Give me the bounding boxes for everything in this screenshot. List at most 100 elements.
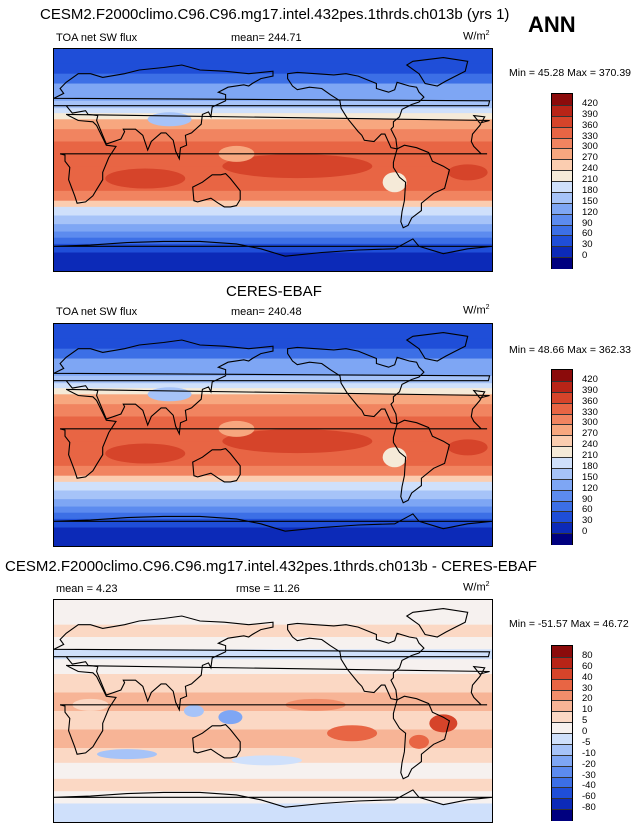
coastline-eurasia (54, 339, 491, 436)
panel1-title: CESM2.F2000climo.C96.C96.mg17.intel.432p… (40, 6, 510, 23)
colorbar-swatch (552, 115, 572, 128)
colorbar-tick-label: 80 (582, 649, 593, 661)
field-band (54, 200, 492, 208)
colorbar-swatch (552, 646, 572, 658)
colorbar-tick-label: 360 (582, 119, 598, 131)
colorbar-swatch (552, 489, 572, 502)
panel2-units: W/m2 (463, 304, 490, 317)
field-band (54, 637, 492, 650)
colorbar-swatch (552, 787, 572, 800)
colorbar-tick-label: -20 (582, 758, 596, 770)
colorbar-tick-label: -5 (582, 736, 591, 748)
colorbar-swatch (552, 370, 572, 382)
coastline-australia (192, 447, 241, 483)
field-band (54, 475, 492, 483)
colorbar-swatch (552, 224, 572, 237)
field-band (54, 108, 492, 114)
colorbar-tick-label: 420 (582, 97, 598, 109)
colorbar-swatch (552, 213, 572, 226)
season-label: ANN (528, 12, 576, 37)
colorbar-swatch (552, 457, 572, 469)
field-band (54, 803, 492, 822)
colorbar-swatch (552, 257, 572, 269)
colorbar-swatch (552, 798, 572, 811)
colorbar-swatch (552, 402, 572, 415)
field-band (54, 375, 492, 384)
colorbar-tick-label: 5 (582, 715, 588, 727)
colorbar-swatch (552, 533, 572, 545)
panel3-minmax: Min = -51.57 Max = 46.72 (509, 618, 629, 630)
field-band (54, 224, 492, 233)
field-band (54, 206, 492, 216)
colorbar-swatch (552, 170, 572, 182)
field-band (54, 190, 492, 202)
colorbar-swatch (552, 689, 572, 702)
colorbar-swatch (552, 424, 572, 437)
colorbar-tick-label: 60 (582, 228, 593, 240)
panel1-mean: mean= 244.71 (231, 32, 302, 44)
colorbar-swatch (552, 191, 572, 204)
colorbar-tick-label: 150 (582, 471, 598, 483)
colorbar-swatch (552, 246, 572, 259)
panel2-minmax: Min = 48.66 Max = 362.33 (509, 344, 631, 356)
field-patch-stratocu (382, 447, 407, 468)
colorbar-tick-label: 180 (582, 460, 598, 472)
field-patch-tibet (147, 112, 192, 127)
colorbar-swatch (552, 667, 572, 680)
colorbar-swatch (552, 202, 572, 215)
panel3-colorbar (551, 645, 573, 821)
field-patch-indian (105, 443, 186, 464)
colorbar-tick-label: 270 (582, 152, 598, 164)
colorbar-tick-label: 60 (582, 504, 593, 516)
field-band (54, 729, 492, 749)
coastline-samerica (392, 695, 451, 780)
colorbar-tick-label: 120 (582, 482, 598, 494)
panel2-map-svg (54, 324, 492, 546)
colorbar-swatch (552, 148, 572, 161)
field-band (54, 527, 492, 546)
coastline-greenland (405, 57, 469, 87)
field-band (54, 215, 492, 225)
colorbar-tick-label: 0 (582, 726, 588, 737)
colorbar-swatch (552, 522, 572, 535)
field-patch-pacific (222, 154, 373, 179)
colorbar-swatch (552, 380, 572, 393)
colorbar-tick-label: 330 (582, 130, 598, 142)
panel3-rmse: rmse = 11.26 (236, 583, 300, 595)
coastline-namerica (287, 71, 425, 150)
panel1-units: W/m2 (463, 30, 490, 43)
coastline-africa (59, 388, 490, 479)
field-band (54, 129, 492, 142)
colorbar-swatch (552, 733, 572, 745)
coastline-antarctica (54, 513, 492, 532)
field-band (54, 119, 492, 130)
panel1-map-svg (54, 49, 492, 271)
panel3-map-svg (54, 600, 492, 822)
colorbar-tick-label: 0 (582, 250, 588, 262)
colorbar-tick-label: 90 (582, 217, 593, 229)
field-patch-atlantic (447, 164, 488, 181)
field-band (54, 73, 492, 85)
panel1-variable: TOA net SW flux (56, 32, 138, 44)
panel2-title: CERES-EBAF (226, 283, 322, 300)
panel1-map (53, 48, 493, 272)
field-band (54, 499, 492, 508)
field-band (54, 49, 492, 65)
panel1-minmax: Min = 45.28 Max = 370.39 (509, 67, 631, 79)
colorbar-tick-label: 40 (582, 671, 593, 683)
colorbar-tick-label: 210 (582, 174, 598, 185)
colorbar-tick-label: 30 (582, 682, 593, 694)
colorbar-tick-label: -10 (582, 747, 596, 759)
colorbar-swatch (552, 700, 572, 713)
coastline-africa (59, 113, 490, 204)
colorbar-tick-label: 390 (582, 384, 598, 396)
colorbar-swatch (552, 511, 572, 524)
colorbar-swatch (552, 743, 572, 756)
colorbar-swatch (552, 765, 572, 778)
colorbar-tick-label: 30 (582, 515, 593, 527)
field-band (54, 600, 492, 626)
colorbar-tick-label: 390 (582, 108, 598, 120)
colorbar-swatch (552, 181, 572, 193)
colorbar-swatch (552, 500, 572, 513)
field-band (54, 92, 492, 102)
